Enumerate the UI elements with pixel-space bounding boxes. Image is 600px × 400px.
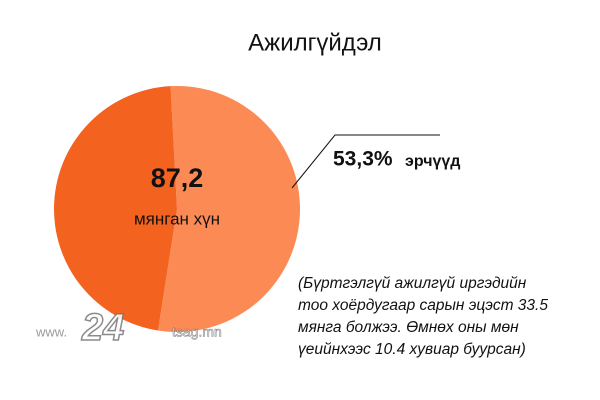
watermark: www. 24 tsag.mn [35,306,222,350]
note: (Бүртгэлгүй ажилгүй иргэдийн тоо хоёрдуг… [298,275,548,358]
pie-slice [158,85,301,332]
pie-slice [54,86,177,331]
watermark-logo: 24 [81,307,124,349]
leader-line [291,134,440,189]
note-line: (Бүртгэлгүй ажилгүй иргэдийн [298,275,527,292]
slice-category-label: эрчүүд [405,153,460,170]
total-label: 87,2 [151,163,204,193]
pie [54,85,301,332]
slice-value-label: 53,3% [333,148,393,171]
chart-title: Ажилгүйдэл [248,29,382,56]
note-line: тоо хоёрдугаар сарын эцэст 33.5 [298,297,548,314]
note-line: үеийнхээс 10.4 хувиар буурсан) [298,341,526,358]
note-line: мянга болжээ. Өмнөх оны мөн [298,319,519,336]
watermark-prefix: www. [35,324,67,339]
watermark-site: tsag.mn [172,324,222,340]
total-unit: мянган хүн [134,209,220,228]
